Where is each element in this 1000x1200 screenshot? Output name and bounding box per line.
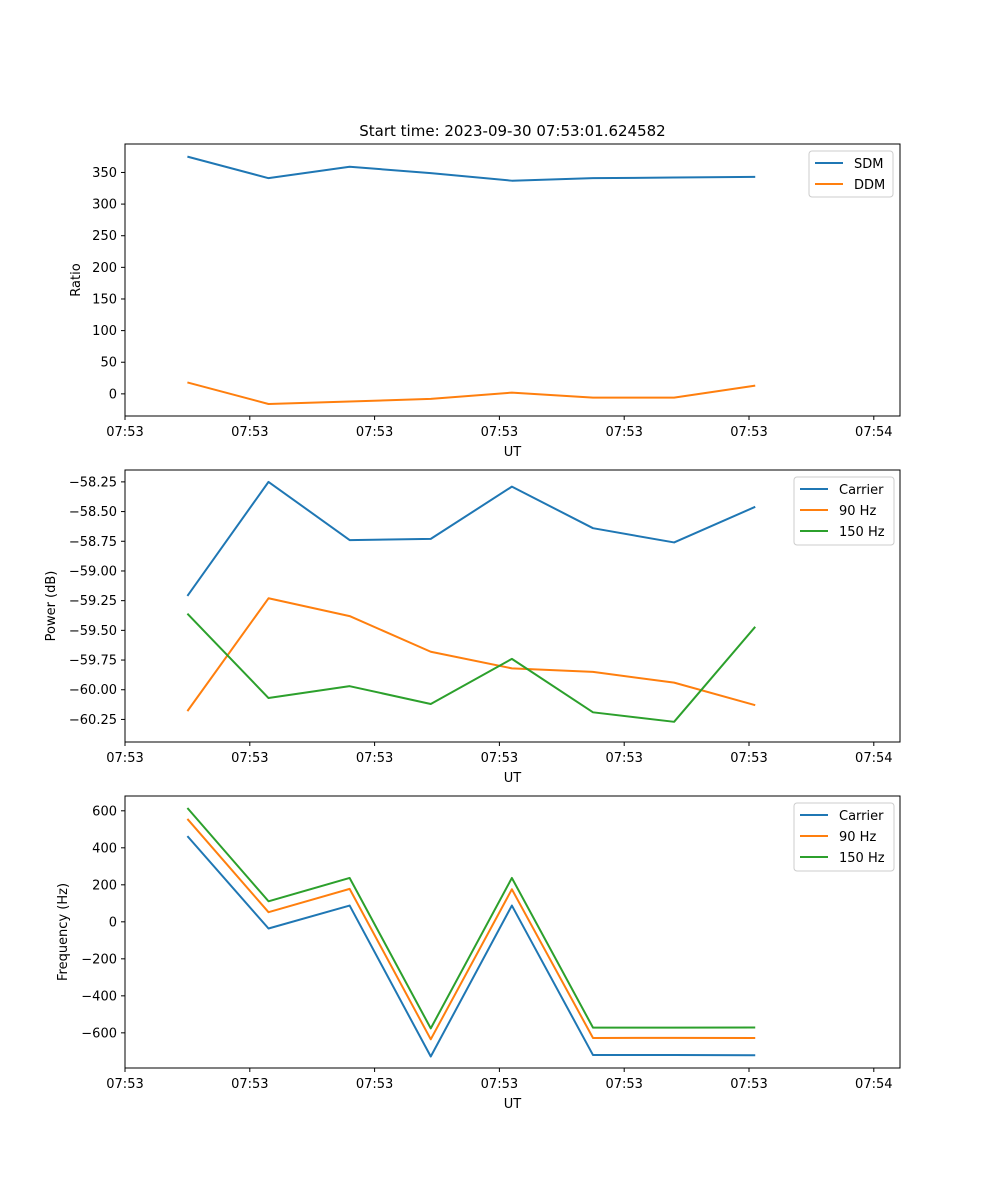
power-legend-label-150hz: 150 Hz — [839, 525, 885, 540]
power-y-tick-label: −60.25 — [69, 713, 117, 728]
power-y-tick-label: −58.75 — [69, 535, 117, 550]
ratio-y-tick-label: 350 — [92, 166, 117, 181]
ratio-y-tick-label: 50 — [100, 356, 117, 371]
frequency-y-axis-label: Frequency (Hz) — [56, 883, 71, 981]
frequency-y-tick-label: −200 — [81, 952, 117, 967]
legend-label-ddm: DDM — [854, 178, 885, 193]
frequency-y-tick-label: 0 — [109, 915, 117, 930]
ratio-y-tick-label: 250 — [92, 229, 117, 244]
power-y-tick-label: −58.25 — [69, 475, 117, 490]
ratio-y-tick-label: 0 — [109, 387, 117, 402]
power-legend: Carrier 90 Hz 150 Hz — [793, 476, 895, 546]
frequency-x-tick-label: 07:53 — [231, 1077, 268, 1092]
power-y-tick-label: −59.50 — [69, 624, 117, 639]
power-series-line-90hz — [186, 597, 756, 712]
frequency-y-tick-label: 600 — [92, 804, 117, 819]
frequency-legend-label-150hz: 150 Hz — [839, 851, 885, 866]
power-legend-box — [793, 476, 895, 546]
ratio-plot-frame — [124, 143, 901, 417]
power-y-axis-label: Power (dB) — [44, 571, 59, 642]
chart-title: Start time: 2023-09-30 07:53:01.624582 — [359, 122, 665, 140]
ratio-series-line-sdm — [187, 155, 756, 182]
frequency-x-tick-label: 07:53 — [481, 1077, 518, 1092]
ratio-legend: SDM DDM — [808, 150, 894, 198]
ratio-x-tick-label: 07:53 — [231, 425, 268, 440]
power-y-tick-label: −60.00 — [69, 683, 117, 698]
ratio-y-axis-label: Ratio — [69, 263, 84, 296]
legend-label-sdm: SDM — [854, 157, 883, 172]
frequency-x-tick-label: 07:53 — [730, 1077, 767, 1092]
ratio-y-tick-label: 200 — [92, 261, 117, 276]
power-y-tick-label: −59.75 — [69, 654, 117, 669]
power-y-tick-label: −59.00 — [69, 564, 117, 579]
power-y-tick-label: −59.25 — [69, 594, 117, 609]
power-series-line-150hz — [186, 613, 756, 723]
frequency-legend-box — [793, 802, 895, 872]
power-x-tick-label: 07:53 — [481, 751, 518, 766]
frequency-series-line-carrier — [186, 835, 756, 1058]
ratio-x-tick-label: 07:53 — [356, 425, 393, 440]
power-plot-frame — [124, 469, 901, 743]
frequency-y-tick-label: 400 — [92, 841, 117, 856]
power-x-tick-label: 07:53 — [730, 751, 767, 766]
frequency-panel: 07:53 07:53 07:53 07:53 07:53 07:53 07:54 −600 −… — [56, 795, 901, 1112]
ratio-x-tick-label: 07:53 — [605, 425, 642, 440]
ratio-panel: 07:53 07:53 07:53 07:53 07:53 07:53 07:54 0 50 10… — [69, 143, 901, 460]
frequency-x-tick-label: 07:54 — [855, 1077, 892, 1092]
ratio-x-tick-label: 07:53 — [481, 425, 518, 440]
frequency-legend-label-carrier: Carrier — [839, 809, 884, 824]
ratio-y-tick-label: 150 — [92, 292, 117, 307]
ratio-x-tick-label: 07:53 — [106, 425, 143, 440]
ratio-x-tick-label: 07:53 — [730, 425, 767, 440]
ratio-y-tick-label: 300 — [92, 198, 117, 213]
frequency-x-tick-label: 07:53 — [106, 1077, 143, 1092]
power-x-tick-label: 07:53 — [231, 751, 268, 766]
power-x-tick-label: 07:53 — [106, 751, 143, 766]
power-x-tick-label: 07:53 — [605, 751, 642, 766]
power-x-axis-label: UT — [504, 771, 522, 786]
ratio-x-axis-label: UT — [504, 445, 522, 460]
frequency-plot-frame — [124, 795, 901, 1069]
frequency-y-tick-label: 200 — [92, 878, 117, 893]
frequency-legend-label-90hz: 90 Hz — [839, 830, 876, 845]
frequency-series-line-90hz — [186, 818, 756, 1041]
power-legend-label-90hz: 90 Hz — [839, 504, 876, 519]
frequency-legend: Carrier 90 Hz 150 Hz — [793, 802, 895, 872]
ratio-y-tick-label: 100 — [92, 324, 117, 339]
frequency-y-tick-label: −400 — [81, 989, 117, 1004]
frequency-series-line-150hz — [186, 807, 756, 1030]
ratio-x-tick-label: 07:54 — [855, 425, 892, 440]
frequency-x-tick-label: 07:53 — [356, 1077, 393, 1092]
power-series-line-carrier — [186, 480, 756, 597]
power-legend-label-carrier: Carrier — [839, 483, 884, 498]
power-y-tick-label: −58.50 — [69, 505, 117, 520]
frequency-x-tick-label: 07:53 — [605, 1077, 642, 1092]
frequency-x-axis-label: UT — [504, 1097, 522, 1112]
power-x-tick-label: 07:53 — [356, 751, 393, 766]
power-x-tick-label: 07:54 — [855, 751, 892, 766]
frequency-y-tick-label: −600 — [81, 1026, 117, 1041]
power-panel: 07:53 07:53 07:53 07:53 07:53 07:53 07:54 −60.2… — [44, 469, 901, 786]
ratio-series-line-ddm — [187, 381, 756, 405]
